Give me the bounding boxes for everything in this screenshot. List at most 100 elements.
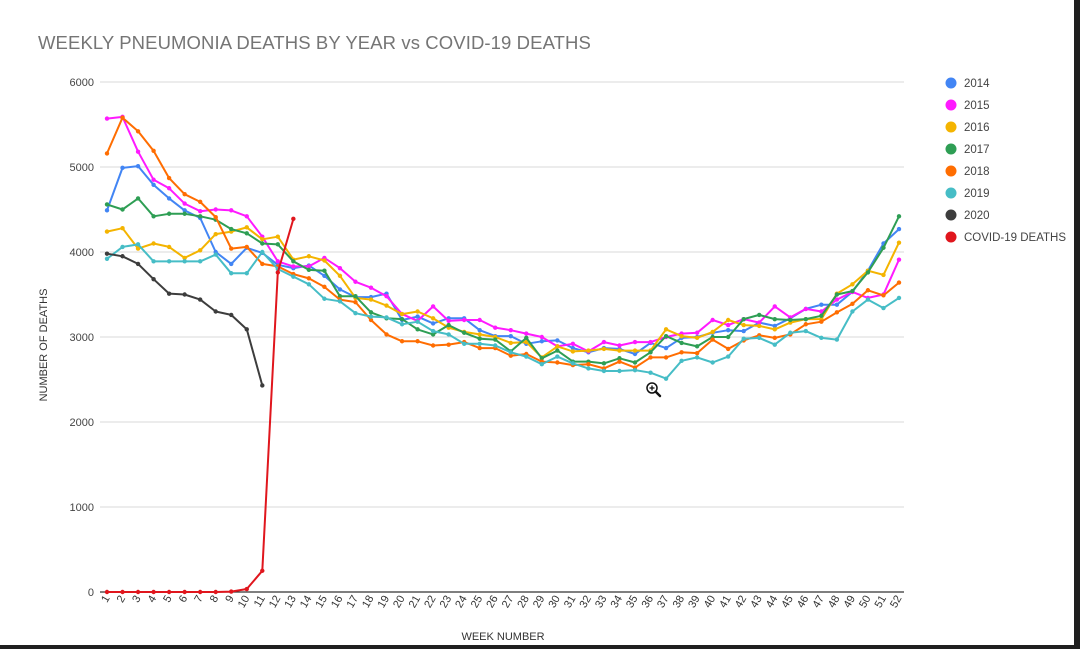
data-point bbox=[881, 272, 886, 278]
data-point bbox=[135, 261, 141, 267]
data-point bbox=[803, 306, 809, 312]
data-point bbox=[648, 370, 653, 375]
data-point bbox=[337, 287, 343, 292]
data-point bbox=[135, 149, 141, 154]
x-tick-label: 49 bbox=[841, 594, 858, 611]
data-point bbox=[337, 273, 343, 278]
data-point bbox=[337, 265, 343, 271]
chart-title: WEEKLY PNEUMONIA DEATHS BY YEAR vs COVID… bbox=[38, 32, 591, 53]
data-point bbox=[757, 335, 762, 341]
data-point bbox=[601, 368, 607, 374]
data-point bbox=[182, 589, 187, 595]
series-2018 bbox=[104, 115, 902, 371]
data-point bbox=[120, 165, 125, 171]
data-point bbox=[477, 332, 482, 337]
data-point bbox=[819, 313, 824, 318]
data-point bbox=[104, 116, 110, 121]
data-point bbox=[896, 240, 902, 245]
data-point bbox=[524, 354, 529, 359]
data-point bbox=[430, 343, 436, 348]
data-point bbox=[881, 293, 886, 298]
data-point bbox=[741, 316, 746, 322]
zoom-in-icon bbox=[645, 381, 663, 399]
data-point bbox=[229, 246, 234, 251]
data-point bbox=[104, 589, 110, 595]
x-tick-label: 14 bbox=[298, 594, 315, 611]
data-point bbox=[741, 336, 746, 341]
y-tick-label: 3000 bbox=[70, 332, 94, 344]
data-point bbox=[570, 349, 576, 354]
data-point bbox=[353, 299, 358, 305]
x-tick-label: 19 bbox=[376, 594, 393, 611]
x-tick-label: 17 bbox=[345, 594, 362, 611]
x-tick-label: 35 bbox=[624, 594, 641, 611]
data-point bbox=[539, 334, 545, 340]
data-point bbox=[477, 345, 482, 351]
data-point bbox=[834, 302, 840, 307]
data-point bbox=[415, 319, 420, 324]
data-point bbox=[197, 248, 203, 253]
data-point bbox=[120, 226, 125, 231]
data-point bbox=[725, 354, 731, 359]
y-tick-label: 0 bbox=[88, 587, 94, 599]
data-point bbox=[555, 344, 560, 349]
data-point bbox=[725, 328, 731, 333]
x-tick-label: 33 bbox=[593, 594, 610, 611]
data-point bbox=[617, 356, 622, 361]
data-point bbox=[586, 348, 591, 353]
data-point bbox=[213, 207, 218, 212]
data-point bbox=[104, 256, 110, 261]
data-point bbox=[694, 344, 700, 349]
legend-marker bbox=[945, 143, 957, 155]
data-point bbox=[555, 348, 560, 353]
data-point bbox=[819, 319, 824, 324]
data-point bbox=[275, 242, 281, 247]
data-point bbox=[166, 589, 172, 595]
data-point bbox=[166, 291, 172, 296]
data-point bbox=[306, 254, 312, 259]
x-tick-label: 43 bbox=[748, 594, 765, 611]
x-tick-label: 9 bbox=[223, 594, 236, 605]
legend-label: 2017 bbox=[964, 144, 990, 156]
data-point bbox=[570, 345, 576, 351]
data-point bbox=[291, 216, 296, 222]
data-point bbox=[229, 208, 234, 213]
data-point bbox=[741, 328, 746, 334]
x-tick-label: 10 bbox=[236, 594, 253, 611]
data-point bbox=[368, 310, 374, 315]
data-point bbox=[555, 354, 560, 359]
x-tick-label: 5 bbox=[161, 594, 174, 605]
series-line bbox=[107, 218, 295, 593]
y-axis-title: NUMBER OF DEATHS bbox=[38, 289, 50, 402]
data-point bbox=[260, 237, 265, 242]
data-point bbox=[384, 315, 389, 320]
data-point bbox=[663, 376, 669, 381]
data-point bbox=[617, 348, 622, 353]
data-point bbox=[120, 115, 125, 120]
data-point bbox=[663, 333, 669, 339]
data-point bbox=[151, 148, 156, 154]
data-point bbox=[244, 214, 249, 219]
data-point bbox=[725, 322, 731, 328]
data-point bbox=[539, 356, 545, 361]
data-point bbox=[446, 332, 451, 337]
data-point bbox=[617, 359, 622, 364]
data-point bbox=[632, 367, 638, 373]
data-point bbox=[896, 280, 902, 285]
data-point bbox=[244, 231, 249, 236]
data-point bbox=[663, 345, 669, 351]
data-point bbox=[260, 383, 265, 388]
data-point bbox=[399, 339, 405, 344]
data-point bbox=[151, 182, 156, 188]
data-point bbox=[368, 314, 374, 319]
x-tick-label: 22 bbox=[422, 594, 439, 611]
legend-label: 2018 bbox=[964, 166, 990, 178]
data-point bbox=[415, 309, 420, 314]
data-point bbox=[415, 314, 420, 319]
data-point bbox=[368, 285, 374, 290]
data-point bbox=[772, 342, 777, 347]
data-point bbox=[213, 589, 218, 595]
data-point bbox=[493, 343, 498, 348]
data-point bbox=[663, 327, 669, 332]
